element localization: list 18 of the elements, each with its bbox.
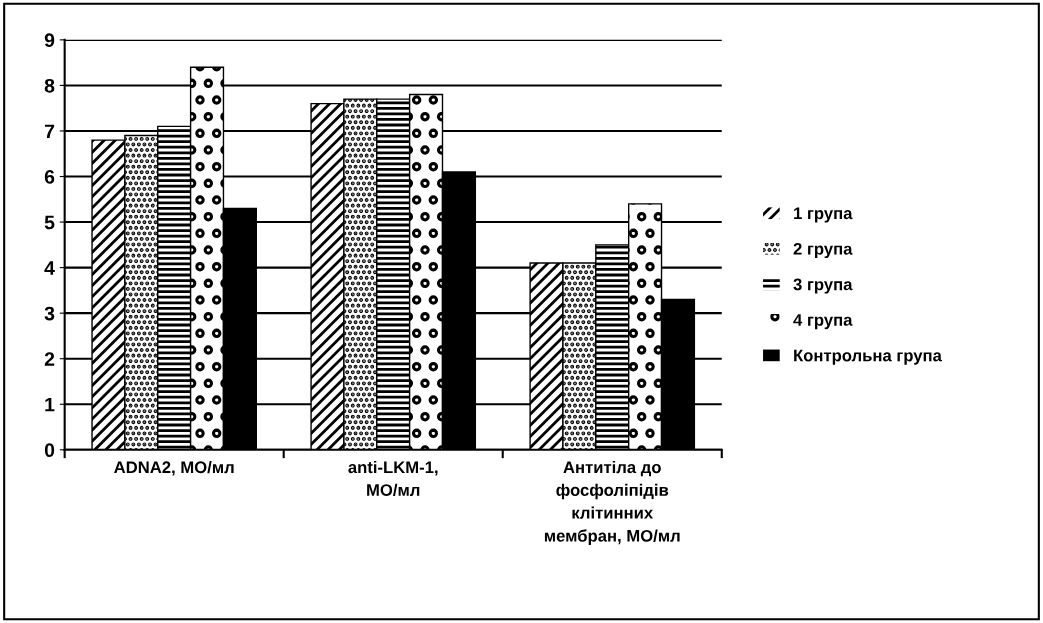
y-tick-label: 4: [44, 261, 55, 275]
y-tick-label: 7: [44, 124, 55, 139]
legend-label: 4 група: [793, 314, 853, 330]
y-tick-label: 8: [44, 78, 55, 93]
y-tick-label: 9: [44, 33, 55, 48]
x-tick-label: anti-LKM-1, МО/мл: [348, 460, 438, 497]
y-tick-label: 2: [44, 352, 55, 366]
x-tick-label: Антитіла до фосфоліпідів клітинних мембран, МО/мл: [544, 460, 680, 546]
y-tick-label: 5: [44, 215, 55, 230]
legend-label: 2 група: [793, 242, 853, 259]
legend-label: Контрольна група: [794, 349, 942, 365]
legend-label: 3 група: [793, 278, 853, 294]
y-tick-label: 0: [44, 443, 55, 458]
legend-label: 1 група: [794, 207, 853, 223]
x-tick-label: ADNA2, МО/мл: [114, 460, 234, 476]
y-tick-label: 3: [44, 306, 55, 321]
y-tick-label: 6: [44, 169, 55, 184]
y-tick-label: 1: [45, 397, 55, 412]
